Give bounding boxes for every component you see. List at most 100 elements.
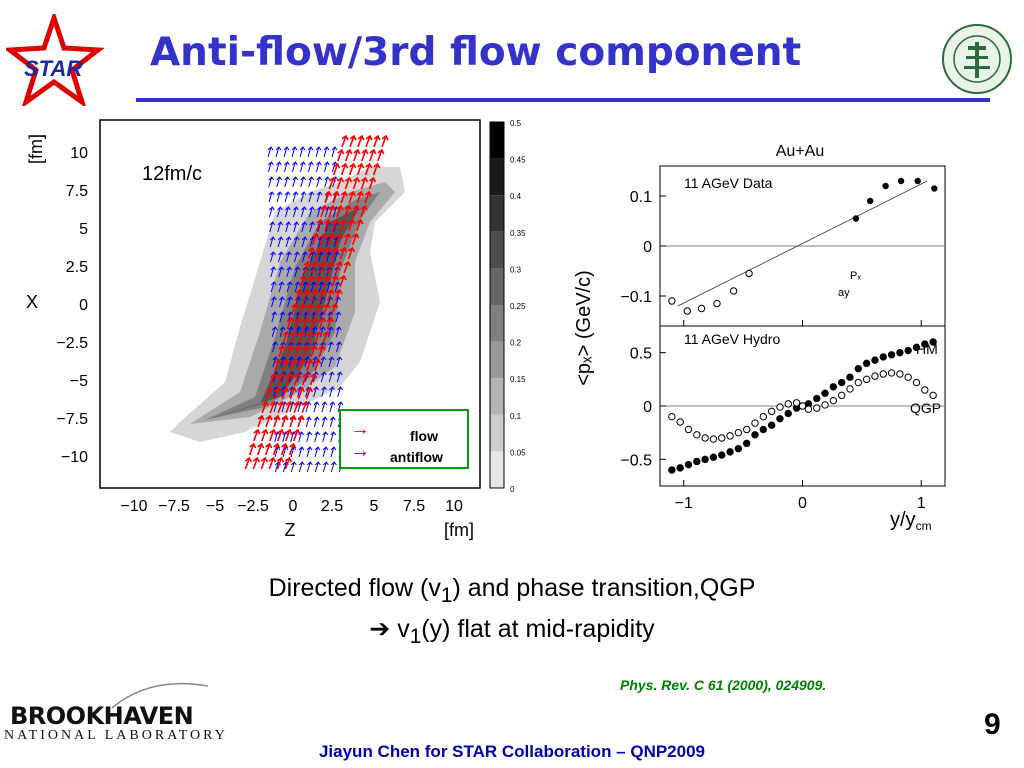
qgp-point	[742, 425, 751, 434]
x-tick-label: 1	[917, 495, 926, 512]
antiflow-arrow	[314, 461, 321, 473]
flow-arrow	[322, 330, 330, 344]
antiflow-arrow	[318, 281, 325, 293]
qgp-point	[718, 434, 726, 442]
antiflow-arrow	[300, 176, 307, 188]
flow-arrow	[282, 330, 290, 344]
qgp-label: QGP	[910, 400, 941, 416]
flow-arrow	[244, 456, 253, 470]
flow-arrow	[328, 176, 337, 190]
colorbar-tick: 0.15	[510, 375, 526, 384]
flow-arrow	[253, 428, 261, 442]
data-point-open	[697, 304, 706, 313]
colorbar-tick: 0.3	[510, 265, 522, 274]
flow-arrow	[348, 190, 356, 204]
hm-point	[862, 359, 871, 368]
flow-arrow	[276, 456, 285, 470]
antiflow-arrow	[290, 461, 297, 473]
antiflow-arrow	[304, 356, 311, 368]
flow-arrow	[332, 190, 340, 204]
antiflow-arrow	[276, 206, 283, 218]
antiflow-arrow	[291, 146, 298, 158]
qgp-point	[813, 404, 821, 412]
antiflow-arrow	[316, 176, 323, 188]
flow-arrow	[344, 176, 353, 190]
flow-arrow	[339, 246, 348, 260]
antiflow-arrow	[300, 191, 307, 203]
antiflow-arrow	[322, 446, 329, 458]
flow-arrow	[310, 344, 318, 358]
qgp-point	[734, 428, 743, 437]
flow-arrow	[293, 372, 302, 386]
antiflow-arrow	[306, 461, 313, 473]
qgp-point	[862, 375, 871, 384]
antiflow-arrow	[307, 146, 314, 158]
antiflow-arrow	[314, 431, 321, 443]
map-x-label: Z	[285, 520, 296, 540]
antiflow-arrow	[298, 446, 305, 458]
antiflow-arrow	[326, 281, 333, 293]
data-point-open	[713, 299, 721, 308]
flow-arrow	[290, 330, 298, 344]
data-panel: 11 AGeV Data Pₓ ay 0.1 0 −0.1	[620, 165, 946, 327]
antiflow-arrow	[336, 371, 343, 383]
hm-point	[904, 346, 912, 355]
flow-arrow	[256, 442, 265, 456]
flow-arrow	[361, 148, 369, 162]
flow-arrow	[352, 176, 361, 190]
star-logo: STAR	[6, 14, 105, 106]
flow-arrow	[307, 274, 315, 288]
y-tick-label: 0.1	[630, 189, 652, 206]
antiflow-arrow	[305, 416, 312, 428]
qgp-point	[829, 396, 838, 405]
colorbar-tick: 0.5	[510, 119, 522, 128]
antiflow-arrow	[287, 296, 293, 308]
flow-arrow	[306, 330, 314, 344]
antiflow-arrow	[316, 191, 323, 203]
flow-arrow	[327, 288, 335, 302]
antiflow-arrow	[267, 146, 274, 158]
flow-arrow	[327, 232, 336, 246]
antiflow-arrow	[335, 326, 342, 338]
flow-arrow	[314, 302, 323, 316]
antiflow-arrow	[306, 446, 313, 458]
qgp-point	[798, 402, 807, 410]
antiflow-arrow	[271, 326, 278, 338]
map-ytick: −5	[70, 373, 88, 390]
flow-arrow	[356, 190, 364, 204]
antiflow-arrow	[321, 401, 328, 413]
qgp-point	[854, 378, 863, 387]
flow-arrow	[306, 302, 315, 316]
hm-point	[676, 464, 684, 472]
flow-arrow	[339, 274, 347, 288]
colorbar-tick: 0.45	[510, 156, 526, 165]
antiflow-arrow	[268, 206, 275, 218]
flow-arrow	[303, 288, 311, 302]
antiflow-arrow	[313, 416, 320, 428]
hm-point	[837, 378, 846, 387]
flow-arrow	[269, 400, 277, 414]
antiflow-arrow	[301, 236, 308, 248]
antiflow-arrow	[293, 236, 300, 248]
antiflow-arrow	[268, 176, 275, 188]
flow-arrow	[327, 260, 335, 274]
map-x-unit: [fm]	[444, 520, 474, 540]
antiflow-arrow	[308, 191, 315, 203]
star-logo-text: STAR	[24, 56, 82, 81]
hm-point	[921, 340, 929, 348]
flow-arrow	[298, 358, 306, 372]
qgp-point	[837, 391, 846, 400]
antiflow-arrow	[323, 161, 330, 173]
pxy-x-label-main: y/y	[890, 509, 916, 531]
antiflow-arrow	[301, 251, 308, 263]
antiflow-arrow	[320, 371, 327, 383]
hm-point	[693, 457, 701, 466]
flow-arrow	[319, 288, 327, 302]
antiflow-arrow	[293, 221, 300, 233]
antiflow-arrow	[275, 161, 282, 173]
flow-arrow	[298, 302, 307, 316]
map-annotation: 12fm/c	[142, 163, 202, 185]
qgp-point	[767, 407, 776, 416]
colorbar-tick: 0	[510, 485, 515, 494]
flow-arrow	[315, 274, 323, 288]
